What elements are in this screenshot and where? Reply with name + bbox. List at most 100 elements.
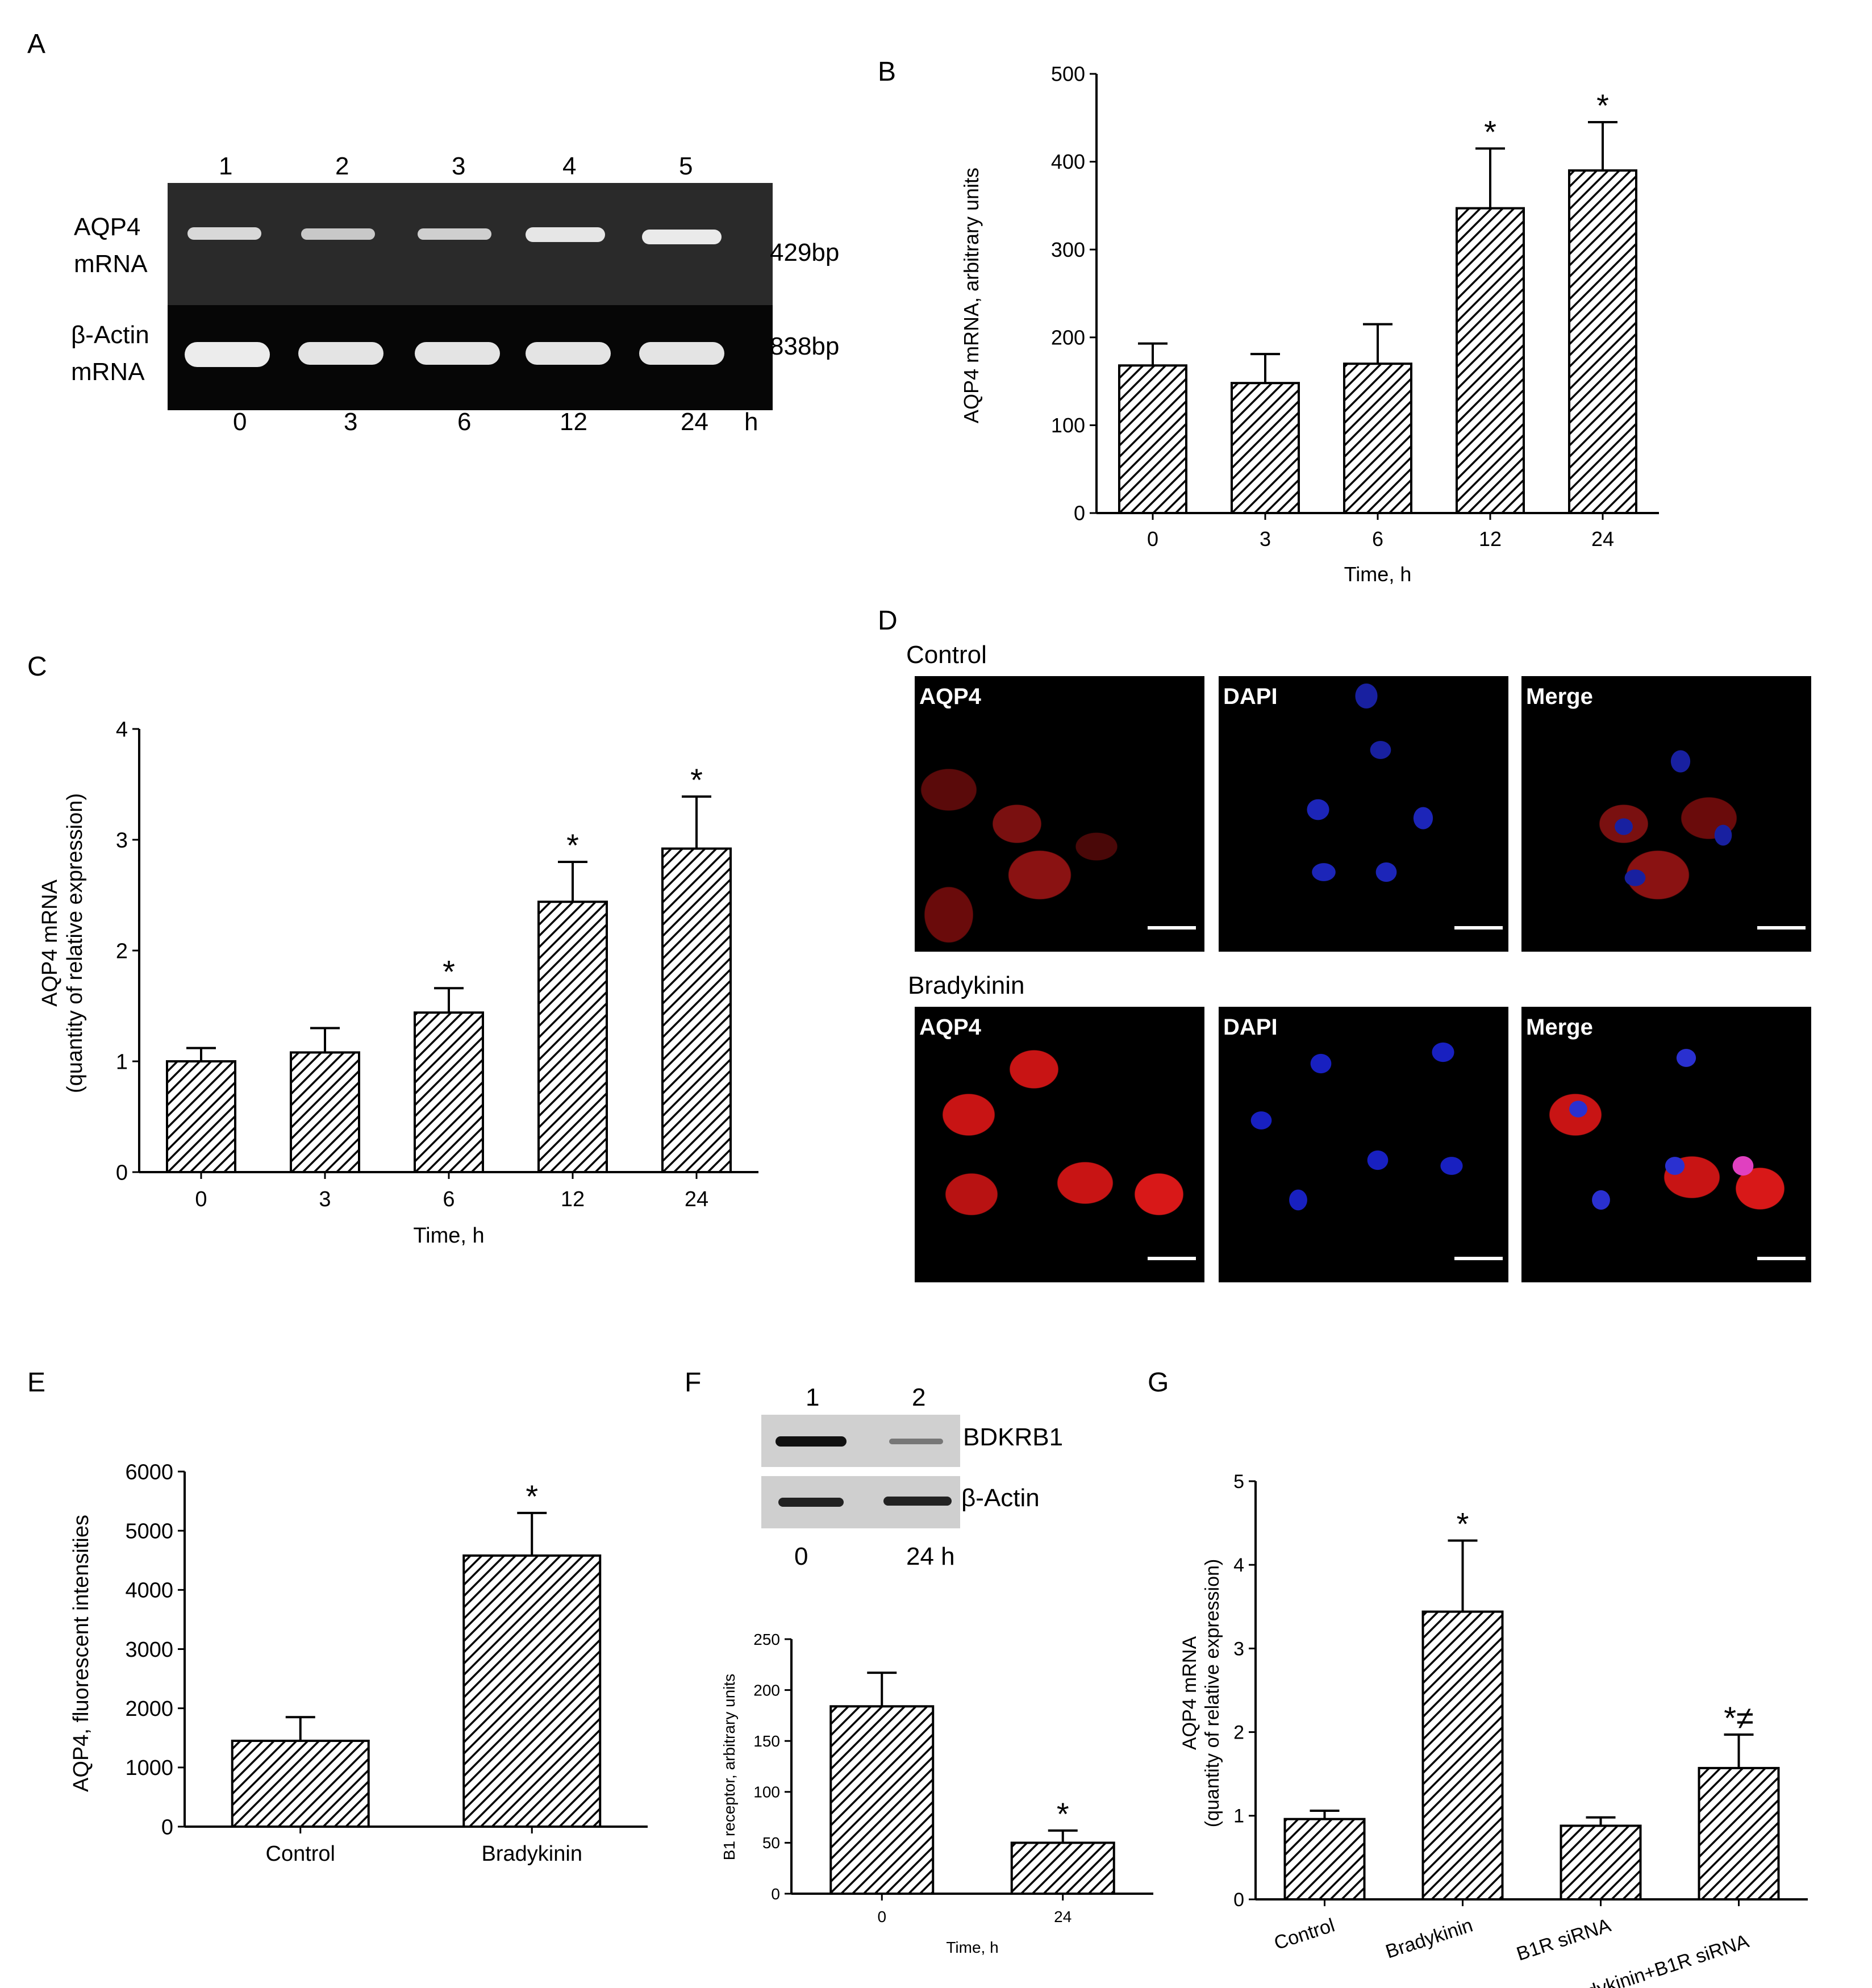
bar <box>1231 382 1300 515</box>
chart-e: E 0 1000 2000 3000 4000 5000 6000 Control * Bradyk… <box>27 1368 648 1866</box>
bar <box>1698 1766 1780 1901</box>
y-axis-label: (quantity of relative expression) <box>1202 1559 1223 1827</box>
significance-mark: * <box>443 953 455 989</box>
y-tick-label: 6000 <box>125 1460 173 1484</box>
y-tick-label: 300 <box>1051 238 1085 261</box>
x-tick-label: 3 <box>1260 527 1271 551</box>
bar <box>414 1011 484 1173</box>
time-label: 12 <box>560 408 587 436</box>
x-tick-label: Bradykinin <box>482 1842 582 1866</box>
row-title-control: Control <box>906 641 987 669</box>
significance-mark: * <box>690 762 703 798</box>
y-tick-label: 0 <box>771 1885 780 1903</box>
time-label: 24 <box>681 408 708 436</box>
bar <box>231 1739 370 1828</box>
y-tick-label: 0 <box>1233 1889 1244 1911</box>
scale-bar <box>1757 926 1806 930</box>
bar <box>1456 207 1525 514</box>
y-axis-label: B1 receptor, arbitrary units <box>720 1674 738 1860</box>
y-tick-label: 5000 <box>125 1519 173 1543</box>
y-tick-label: 4 <box>1233 1554 1244 1576</box>
x-tick-label: 0 <box>1147 527 1158 551</box>
significance-mark: * <box>1057 1796 1069 1832</box>
panel-label-d: D <box>878 606 898 636</box>
y-tick-label: 400 <box>1051 150 1085 173</box>
bar <box>166 1060 236 1173</box>
band-label: mRNA <box>74 250 148 278</box>
bar <box>1560 1824 1642 1901</box>
x-tick-label: 24 <box>685 1187 708 1211</box>
micrograph-bradykinin-dapi: DAPI <box>1219 1007 1508 1282</box>
y-tick-label: 100 <box>753 1783 780 1801</box>
micrograph-control-aqp4: AQP4 <box>915 676 1204 952</box>
bar <box>462 1554 602 1828</box>
scale-bar <box>1148 1257 1196 1260</box>
y-tick-label: 2000 <box>125 1697 173 1721</box>
chart-f: F 0 50 100 150 200 250 0 * 24 Time, h B1 receptor, … <box>685 1368 1153 1956</box>
bar <box>1118 364 1187 514</box>
band-size: 838bp <box>770 332 840 360</box>
panel-label: E <box>27 1368 45 1398</box>
blot-actin <box>761 1476 960 1528</box>
significance-mark: * <box>1457 1506 1469 1542</box>
y-axis-label: AQP4, fluorescent intensities <box>69 1515 93 1792</box>
time-label: 24 h <box>906 1543 955 1570</box>
band-label: β-Actin <box>71 321 149 349</box>
x-axis-label: Time, h <box>946 1939 998 1956</box>
chart-b: B 0 100 200 300 400 500 0 3 6 * 12 * 24 Time, h AQP4 mR… <box>878 57 1659 586</box>
y-axis-label: AQP4 mRNA, arbitrary units <box>960 168 983 423</box>
panel-label: G <box>1148 1368 1169 1398</box>
bar <box>1343 362 1412 514</box>
channel-label: DAPI <box>1223 1015 1278 1040</box>
bar <box>829 1705 935 1895</box>
y-axis-label: AQP4 mRNA <box>38 879 62 1006</box>
y-tick-label: 4000 <box>125 1579 173 1603</box>
time-label: 0 <box>794 1543 808 1570</box>
y-tick-label: 3 <box>116 828 128 852</box>
y-tick-label: 0 <box>116 1161 128 1185</box>
y-tick-label: 5 <box>1233 1471 1244 1493</box>
y-tick-label: 2 <box>116 939 128 963</box>
channel-label: AQP4 <box>919 1015 981 1040</box>
y-tick-label: 1 <box>116 1050 128 1074</box>
x-tick-label: Bradykinin <box>1383 1914 1475 1962</box>
x-tick-label: Control <box>1271 1914 1337 1954</box>
significance-mark: * <box>1596 87 1609 123</box>
time-unit: h <box>744 408 758 436</box>
micrograph-control-dapi: DAPI <box>1219 676 1508 952</box>
y-tick-label: 0 <box>161 1815 173 1839</box>
channel-label: Merge <box>1526 1015 1593 1040</box>
x-tick-label: Control <box>266 1842 336 1866</box>
y-tick-label: 1000 <box>125 1756 173 1780</box>
row-title-bradykinin: Bradykinin <box>908 972 1025 999</box>
channel-label: DAPI <box>1223 684 1278 709</box>
y-tick-label: 3000 <box>125 1638 173 1662</box>
lane-number: 4 <box>562 152 577 180</box>
y-tick-label: 4 <box>116 718 128 741</box>
micrograph-bradykinin-merge: Merge <box>1521 1007 1811 1282</box>
bar <box>1568 169 1637 514</box>
significance-mark: * <box>526 1478 538 1514</box>
x-axis-label: Time, h <box>1344 562 1412 586</box>
y-tick-label: 250 <box>753 1631 780 1648</box>
x-tick-label: 6 <box>1372 527 1383 551</box>
y-tick-label: 150 <box>753 1732 780 1750</box>
scale-bar <box>1757 1257 1806 1260</box>
bar <box>1421 1610 1504 1901</box>
lane-number: 2 <box>335 152 349 180</box>
y-tick-label: 50 <box>762 1834 780 1852</box>
y-tick-label: 100 <box>1051 414 1085 437</box>
panel-label-a: A <box>27 29 46 59</box>
y-tick-label: 200 <box>1051 326 1085 349</box>
bar <box>290 1051 360 1174</box>
y-tick-label: 2 <box>1233 1722 1244 1744</box>
band-label: BDKRB1 <box>963 1423 1064 1451</box>
x-tick-label: 0 <box>877 1908 886 1926</box>
y-axis-label: AQP4 mRNA <box>1179 1636 1200 1751</box>
panel-label: C <box>27 652 47 682</box>
x-tick-label: B1R siRNA <box>1514 1914 1614 1965</box>
micrograph-bradykinin-aqp4: AQP4 <box>915 1007 1204 1282</box>
significance-mark: *≠ <box>1724 1700 1754 1736</box>
